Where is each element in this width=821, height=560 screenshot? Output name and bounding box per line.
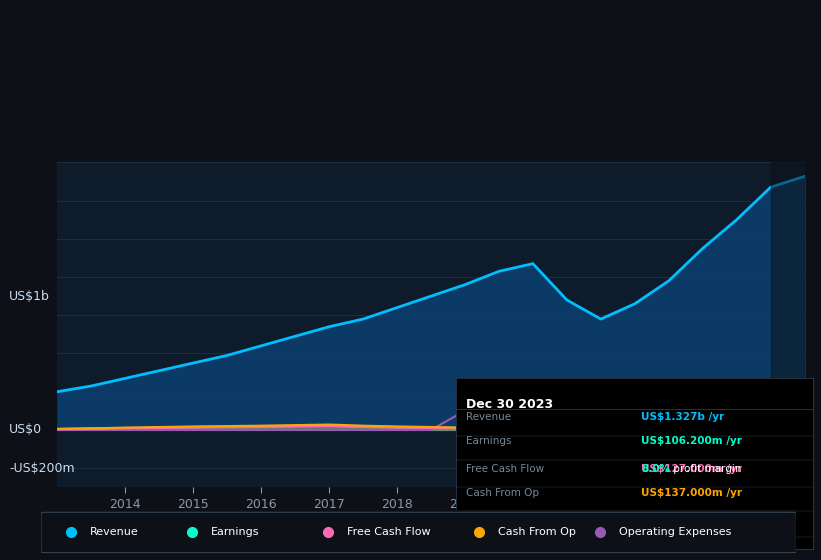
Text: US$106.200m /yr: US$106.200m /yr [641, 436, 742, 446]
Text: Free Cash Flow: Free Cash Flow [347, 527, 430, 537]
Text: Cash From Op: Cash From Op [498, 527, 576, 537]
Text: Revenue: Revenue [90, 527, 139, 537]
Text: US$137.000m /yr: US$137.000m /yr [641, 488, 742, 497]
Text: 8.0%: 8.0% [641, 464, 671, 474]
Text: Cash From Op: Cash From Op [466, 488, 539, 497]
Text: Operating Expenses: Operating Expenses [619, 527, 732, 537]
Text: Dec 30 2023: Dec 30 2023 [466, 399, 553, 412]
Text: -US$200m: -US$200m [9, 461, 75, 474]
FancyBboxPatch shape [41, 512, 796, 553]
Text: US$127.000m /yr: US$127.000m /yr [641, 464, 742, 474]
Text: US$155.200m /yr: US$155.200m /yr [641, 513, 742, 523]
Text: Operating Expenses: Operating Expenses [466, 513, 571, 523]
Bar [771, 162, 805, 487]
Text: US$0: US$0 [9, 423, 42, 436]
Text: Revenue: Revenue [466, 412, 511, 422]
Text: Free Cash Flow: Free Cash Flow [466, 464, 544, 474]
Text: US$1b: US$1b [9, 290, 50, 302]
Text: profit margin: profit margin [670, 464, 741, 474]
Text: Earnings: Earnings [211, 527, 259, 537]
Text: Earnings: Earnings [466, 436, 511, 446]
Text: US$1.327b /yr: US$1.327b /yr [641, 412, 724, 422]
